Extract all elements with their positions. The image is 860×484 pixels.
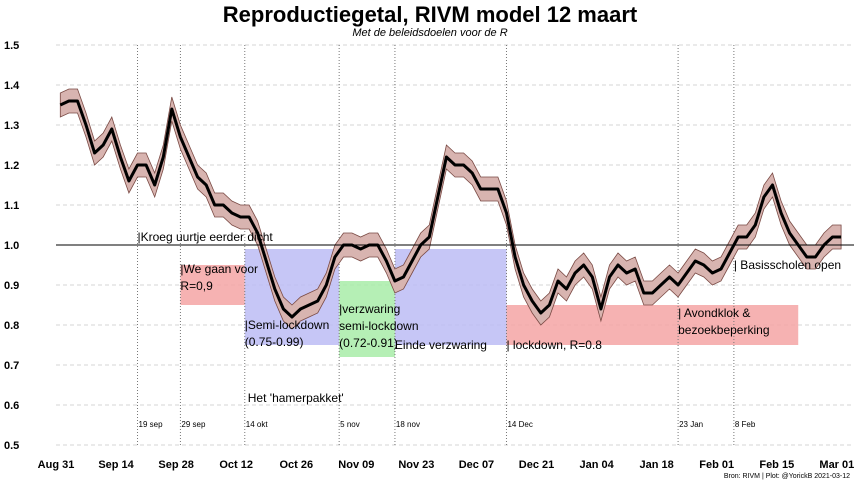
event-date-label: 23 Jan: [679, 420, 703, 429]
annotation-label: Het 'hamerpakket': [248, 391, 344, 405]
x-tick-label: Dec 21: [519, 459, 554, 471]
chart-title: Reproductiegetal, RIVM model 12 maart: [222, 2, 638, 27]
x-tick-label: Oct 26: [279, 459, 313, 471]
confidence-band: [59, 88, 842, 330]
x-tick-label: Feb 15: [759, 459, 794, 471]
x-tick-label: Dec 07: [459, 459, 494, 471]
y-tick-label: 1.0: [4, 240, 19, 252]
chart-subtitle: Met de beleidsdoelen voor de R: [352, 27, 508, 39]
zone-label: Einde verzwaring: [395, 338, 487, 352]
x-tick-label: Mar 01: [819, 459, 854, 471]
x-tick-label: Feb 01: [699, 459, 734, 471]
y-tick-label: 1.5: [4, 40, 19, 52]
y-tick-label: 0.9: [4, 280, 19, 292]
x-tick-label: Sep 28: [158, 459, 193, 471]
event-date-label: 18 nov: [396, 420, 420, 429]
y-tick-label: 0.5: [4, 440, 19, 452]
event-date-label: 5 nov: [340, 420, 360, 429]
target-zone: [339, 281, 395, 357]
y-tick-label: 1.2: [4, 160, 19, 172]
zone-label: | lockdown, R=0.8: [506, 338, 602, 352]
y-tick-label: 0.7: [4, 360, 19, 372]
y-tick-label: 0.6: [4, 400, 19, 412]
event-date-label: 14 Dec: [507, 420, 532, 429]
event-date-label: 8 Feb: [735, 420, 756, 429]
annotation-label: | Basisscholen open: [734, 258, 841, 272]
source-caption: Bron: RIVM | Plot: @YorickB 2021-03-12: [723, 473, 850, 480]
r-line: [59, 99, 842, 319]
x-tick-label: Sep 14: [98, 459, 134, 471]
x-tick-label: Aug 31: [38, 459, 75, 471]
target-zone: [180, 265, 245, 305]
x-tick-label: Nov 23: [398, 459, 434, 471]
zone-label: |Semi-lockdown (0.75-0.99): [245, 318, 329, 349]
zone-label: |We gaan voor R=0,9: [180, 262, 258, 293]
y-tick-label: 1.4: [4, 80, 20, 92]
annotation-label: |Kroeg uurtje eerder dicht: [138, 230, 274, 244]
target-zone: [506, 305, 799, 345]
annotation-label: | Avondklok & bezoekbeperking: [678, 306, 769, 337]
event-date-label: 19 sep: [139, 420, 164, 429]
zone-label: |verzwaring semi-lockdown (0.72-0.91): [339, 302, 418, 350]
x-tick-label: Jan 18: [640, 459, 674, 471]
x-tick-label: Nov 09: [338, 459, 374, 471]
event-date-label: 14 okt: [246, 420, 269, 429]
x-tick-label: Oct 12: [219, 459, 253, 471]
y-tick-label: 0.8: [4, 320, 19, 332]
x-tick-label: Jan 04: [579, 459, 614, 471]
y-tick-label: 1.1: [4, 200, 19, 212]
y-tick-label: 1.3: [4, 120, 19, 132]
event-date-label: 29 sep: [181, 420, 206, 429]
